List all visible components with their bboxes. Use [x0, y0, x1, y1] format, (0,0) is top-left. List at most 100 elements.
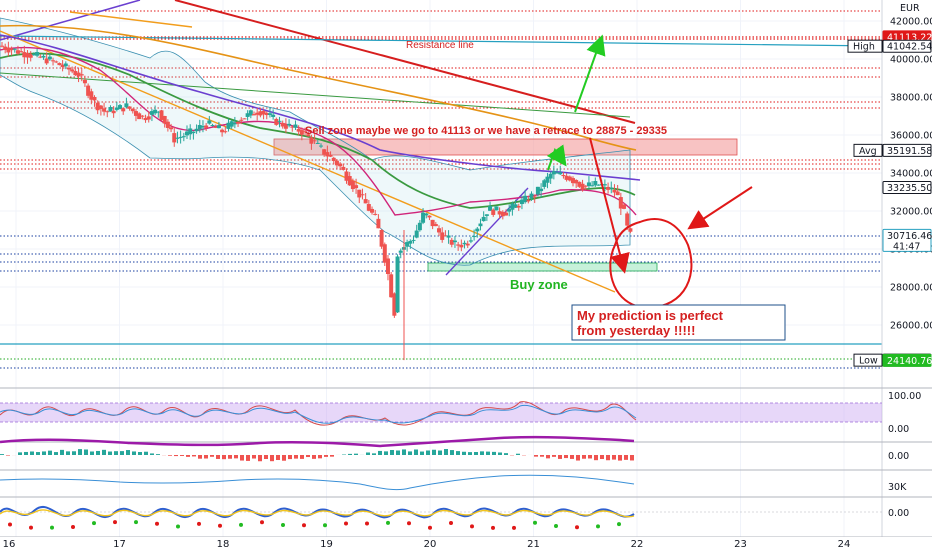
candle [19, 47, 24, 53]
macd-bar [630, 455, 634, 461]
candle [424, 212, 429, 219]
prediction-line-2: from yesterday !!!!! [577, 323, 695, 338]
candle [379, 229, 384, 249]
candle [12, 48, 17, 53]
osc-dot [407, 521, 411, 526]
osc-dot [50, 525, 54, 530]
candle [497, 207, 502, 219]
candle [539, 183, 544, 198]
candle [472, 229, 477, 241]
candle [392, 292, 397, 318]
candle [63, 61, 68, 70]
macd-bar [546, 455, 550, 459]
macd-bar [318, 455, 322, 459]
macd-bar [96, 450, 100, 455]
candle [334, 159, 339, 169]
candle [606, 182, 611, 194]
macd-bar [252, 455, 256, 459]
grid-lines [0, 0, 882, 537]
candle [143, 114, 148, 123]
macd-bar [354, 453, 358, 455]
candle [159, 109, 164, 122]
macd-bar [570, 455, 574, 459]
macd-bar [264, 455, 268, 460]
candle [452, 235, 457, 248]
price-label-box [882, 353, 932, 367]
macd-bar [24, 451, 28, 455]
candle [475, 226, 480, 238]
candle [118, 103, 123, 110]
candle [137, 112, 142, 120]
candle [347, 171, 352, 186]
candle [226, 118, 231, 132]
price-tag: Avg [859, 146, 877, 157]
prediction-line-1: My prediction is perfect [577, 308, 724, 323]
macd-bar [330, 455, 334, 457]
osc-tick: 0.00 [888, 508, 909, 519]
candle [283, 118, 288, 133]
candle [468, 236, 473, 244]
candle [341, 163, 346, 171]
x-tick: 23 [734, 539, 747, 550]
price-tag-box [853, 143, 883, 157]
x-tick: 16 [3, 539, 16, 550]
macd-bar [66, 451, 70, 455]
macd-bar [348, 453, 352, 455]
candle [9, 46, 14, 56]
price-label: 41113.22 [887, 32, 932, 43]
osc-dot [533, 520, 537, 525]
macd-bar [450, 450, 454, 455]
macd-bar [384, 451, 388, 455]
candle [437, 225, 442, 237]
price-tag-box [853, 353, 883, 367]
candle [421, 208, 426, 225]
candle [175, 131, 180, 144]
price-label: 24140.76 [887, 356, 932, 367]
candle [411, 235, 416, 244]
candle [532, 194, 537, 204]
osc-dot [197, 521, 201, 526]
macd-bar [48, 450, 52, 455]
prediction-callout: My prediction is perfect from yesterday … [571, 304, 786, 341]
macd-bar [600, 455, 604, 460]
candle [277, 116, 282, 128]
candle [350, 178, 355, 192]
candle [162, 115, 167, 128]
macd-bar [534, 455, 538, 457]
candle [111, 106, 116, 118]
osc-dot [302, 523, 306, 528]
y-tick: 34000.00 [890, 169, 932, 180]
candle [287, 119, 292, 128]
candle [220, 128, 225, 137]
candle [596, 184, 601, 186]
candle [564, 173, 569, 182]
macd-bar [480, 451, 484, 455]
candle [245, 110, 250, 121]
y-tick: 38000.00 [890, 93, 932, 104]
candle [328, 151, 333, 158]
candle [523, 189, 528, 204]
candle [299, 127, 304, 141]
candle [200, 120, 205, 133]
candle [255, 107, 260, 121]
price-tag-box [847, 39, 883, 53]
macd-bar [150, 453, 154, 455]
candle [615, 184, 620, 196]
candle [580, 179, 585, 192]
candle [322, 148, 327, 157]
candle [529, 191, 534, 201]
candle [357, 189, 362, 204]
osc-dot [449, 521, 453, 526]
osc-dot [617, 522, 621, 527]
osc-dot [512, 525, 516, 530]
candle [258, 107, 263, 118]
candle [545, 172, 550, 189]
osc-dot [155, 521, 159, 526]
price-label: 33235.50 [887, 183, 932, 194]
candle [60, 60, 65, 72]
candle [338, 162, 343, 171]
candle [86, 83, 91, 99]
candle [3, 43, 8, 54]
